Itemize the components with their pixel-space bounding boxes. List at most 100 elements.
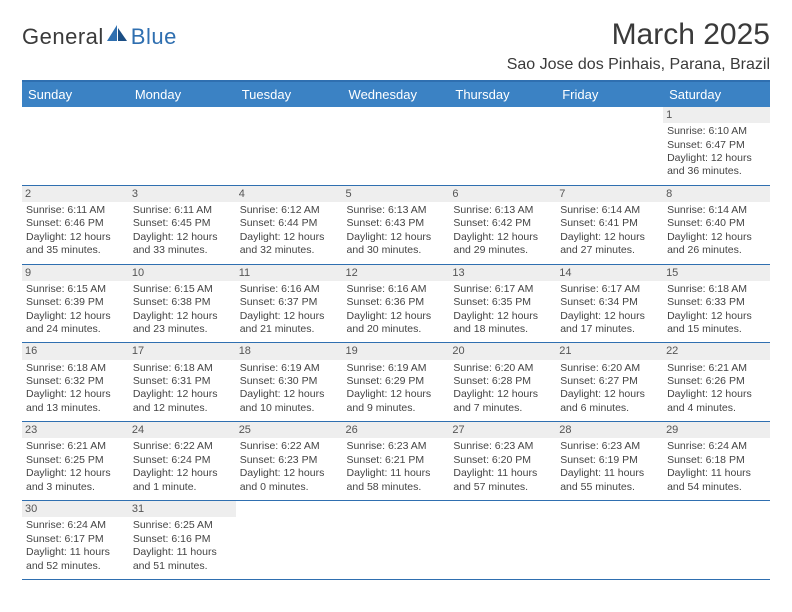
day-cell: 22 Sunrise: 6:21 AM Sunset: 6:26 PM Dayli…: [663, 343, 770, 422]
day-cell: 28 Sunrise: 6:23 AM Sunset: 6:19 PM Dayli…: [556, 422, 663, 501]
day-cell: 2 Sunrise: 6:11 AM Sunset: 6:46 PM Daylig…: [22, 185, 129, 264]
day-info: Sunrise: 6:21 AM Sunset: 6:26 PM Dayligh…: [667, 362, 766, 416]
day-number: 4: [236, 186, 343, 202]
logo: General Blue: [22, 24, 177, 50]
empty-cell: [22, 107, 129, 185]
day-cell: 17Sunrise: 6:18 AM Sunset: 6:31 PM Dayli…: [129, 343, 236, 422]
weekday-header: Monday: [129, 82, 236, 107]
day-number: 2: [22, 186, 129, 202]
empty-cell: [129, 107, 236, 185]
day-info: Sunrise: 6:22 AM Sunset: 6:24 PM Dayligh…: [133, 440, 232, 494]
day-cell: 19 Sunrise: 6:19 AM Sunset: 6:29 PM Dayli…: [343, 343, 450, 422]
day-info: Sunrise: 6:22 AM Sunset: 6:23 PM Dayligh…: [240, 440, 339, 494]
day-info: Sunrise: 6:18 AM Sunset: 6:33 PM Dayligh…: [667, 283, 766, 337]
day-number: 1: [663, 107, 770, 123]
day-cell: 16Sunrise: 6:18 AM Sunset: 6:32 PM Dayli…: [22, 343, 129, 422]
day-info: Sunrise: 6:11 AM Sunset: 6:46 PM Dayligh…: [26, 204, 125, 258]
day-number: 3: [129, 186, 236, 202]
day-cell: 9 Sunrise: 6:15 AM Sunset: 6:39 PM Daylig…: [22, 264, 129, 343]
day-info: Sunrise: 6:19 AM Sunset: 6:29 PM Dayligh…: [347, 362, 446, 416]
day-cell: 26Sunrise: 6:23 AM Sunset: 6:21 PM Dayli…: [343, 422, 450, 501]
day-number: 10: [129, 265, 236, 281]
empty-cell: [236, 501, 343, 580]
calendar-body: 1 Sunrise: 6:10 AM Sunset: 6:47 PM Daylig…: [22, 107, 770, 579]
day-number: 5: [343, 186, 450, 202]
logo-text-blue: Blue: [131, 24, 177, 50]
day-number: 29: [663, 422, 770, 438]
day-cell: 1 Sunrise: 6:10 AM Sunset: 6:47 PM Daylig…: [663, 107, 770, 185]
day-number: 18: [236, 343, 343, 359]
day-number: 23: [22, 422, 129, 438]
day-info: Sunrise: 6:10 AM Sunset: 6:47 PM Dayligh…: [667, 125, 766, 179]
day-cell: 27Sunrise: 6:23 AM Sunset: 6:20 PM Dayli…: [449, 422, 556, 501]
day-info: Sunrise: 6:18 AM Sunset: 6:31 PM Dayligh…: [133, 362, 232, 416]
day-cell: 12 Sunrise: 6:16 AM Sunset: 6:36 PM Dayli…: [343, 264, 450, 343]
day-cell: 11 Sunrise: 6:16 AM Sunset: 6:37 PM Dayli…: [236, 264, 343, 343]
day-cell: 5Sunrise: 6:13 AM Sunset: 6:43 PM Daylig…: [343, 185, 450, 264]
day-info: Sunrise: 6:15 AM Sunset: 6:39 PM Dayligh…: [26, 283, 125, 337]
day-cell: 23 Sunrise: 6:21 AM Sunset: 6:25 PM Dayli…: [22, 422, 129, 501]
day-info: Sunrise: 6:16 AM Sunset: 6:36 PM Dayligh…: [347, 283, 446, 337]
logo-sail-icon: [107, 25, 129, 43]
logo-text-dark: General: [22, 24, 104, 50]
empty-cell: [556, 501, 663, 580]
day-cell: 14 Sunrise: 6:17 AM Sunset: 6:34 PM Dayli…: [556, 264, 663, 343]
empty-cell: [236, 107, 343, 185]
day-number: 16: [22, 343, 129, 359]
day-number: 15: [663, 265, 770, 281]
day-info: Sunrise: 6:23 AM Sunset: 6:20 PM Dayligh…: [453, 440, 552, 494]
location: Sao Jose dos Pinhais, Parana, Brazil: [507, 56, 770, 74]
day-number: 28: [556, 422, 663, 438]
day-info: Sunrise: 6:23 AM Sunset: 6:19 PM Dayligh…: [560, 440, 659, 494]
day-cell: 29 Sunrise: 6:24 AM Sunset: 6:18 PM Dayli…: [663, 422, 770, 501]
day-number: 31: [129, 501, 236, 517]
empty-cell: [663, 501, 770, 580]
day-info: Sunrise: 6:20 AM Sunset: 6:27 PM Dayligh…: [560, 362, 659, 416]
month-title: March 2025: [507, 18, 770, 52]
day-info: Sunrise: 6:17 AM Sunset: 6:34 PM Dayligh…: [560, 283, 659, 337]
day-number: 22: [663, 343, 770, 359]
empty-cell: [556, 107, 663, 185]
day-cell: 8Sunrise: 6:14 AM Sunset: 6:40 PM Daylig…: [663, 185, 770, 264]
day-number: 14: [556, 265, 663, 281]
day-info: Sunrise: 6:12 AM Sunset: 6:44 PM Dayligh…: [240, 204, 339, 258]
calendar-table: SundayMondayTuesdayWednesdayThursdayFrid…: [22, 82, 770, 580]
day-info: Sunrise: 6:21 AM Sunset: 6:25 PM Dayligh…: [26, 440, 125, 494]
day-info: Sunrise: 6:16 AM Sunset: 6:37 PM Dayligh…: [240, 283, 339, 337]
empty-cell: [343, 107, 450, 185]
weekday-header: Saturday: [663, 82, 770, 107]
day-cell: 13Sunrise: 6:17 AM Sunset: 6:35 PM Dayli…: [449, 264, 556, 343]
header: General Blue March 2025 Sao Jose dos Pin…: [22, 18, 770, 74]
day-number: 11: [236, 265, 343, 281]
day-info: Sunrise: 6:20 AM Sunset: 6:28 PM Dayligh…: [453, 362, 552, 416]
day-number: 26: [343, 422, 450, 438]
day-number: 9: [22, 265, 129, 281]
day-cell: 24Sunrise: 6:22 AM Sunset: 6:24 PM Dayli…: [129, 422, 236, 501]
day-cell: 25 Sunrise: 6:22 AM Sunset: 6:23 PM Dayli…: [236, 422, 343, 501]
day-number: 20: [449, 343, 556, 359]
day-cell: 4 Sunrise: 6:12 AM Sunset: 6:44 PM Daylig…: [236, 185, 343, 264]
day-cell: 10Sunrise: 6:15 AM Sunset: 6:38 PM Dayli…: [129, 264, 236, 343]
day-cell: 18 Sunrise: 6:19 AM Sunset: 6:30 PM Dayli…: [236, 343, 343, 422]
empty-cell: [343, 501, 450, 580]
day-number: 7: [556, 186, 663, 202]
day-info: Sunrise: 6:13 AM Sunset: 6:42 PM Dayligh…: [453, 204, 552, 258]
weekday-header: Sunday: [22, 82, 129, 107]
day-info: Sunrise: 6:19 AM Sunset: 6:30 PM Dayligh…: [240, 362, 339, 416]
day-cell: 6Sunrise: 6:13 AM Sunset: 6:42 PM Daylig…: [449, 185, 556, 264]
day-number: 8: [663, 186, 770, 202]
day-number: 19: [343, 343, 450, 359]
day-info: Sunrise: 6:17 AM Sunset: 6:35 PM Dayligh…: [453, 283, 552, 337]
day-cell: 20 Sunrise: 6:20 AM Sunset: 6:28 PM Dayli…: [449, 343, 556, 422]
day-number: 12: [343, 265, 450, 281]
day-number: 25: [236, 422, 343, 438]
day-info: Sunrise: 6:24 AM Sunset: 6:18 PM Dayligh…: [667, 440, 766, 494]
day-cell: 7Sunrise: 6:14 AM Sunset: 6:41 PM Daylig…: [556, 185, 663, 264]
day-cell: 15 Sunrise: 6:18 AM Sunset: 6:33 PM Dayli…: [663, 264, 770, 343]
calendar-head: SundayMondayTuesdayWednesdayThursdayFrid…: [22, 82, 770, 107]
day-number: 30: [22, 501, 129, 517]
weekday-header: Wednesday: [343, 82, 450, 107]
empty-cell: [449, 107, 556, 185]
day-info: Sunrise: 6:24 AM Sunset: 6:17 PM Dayligh…: [26, 519, 125, 573]
title-block: March 2025 Sao Jose dos Pinhais, Parana,…: [507, 18, 770, 74]
